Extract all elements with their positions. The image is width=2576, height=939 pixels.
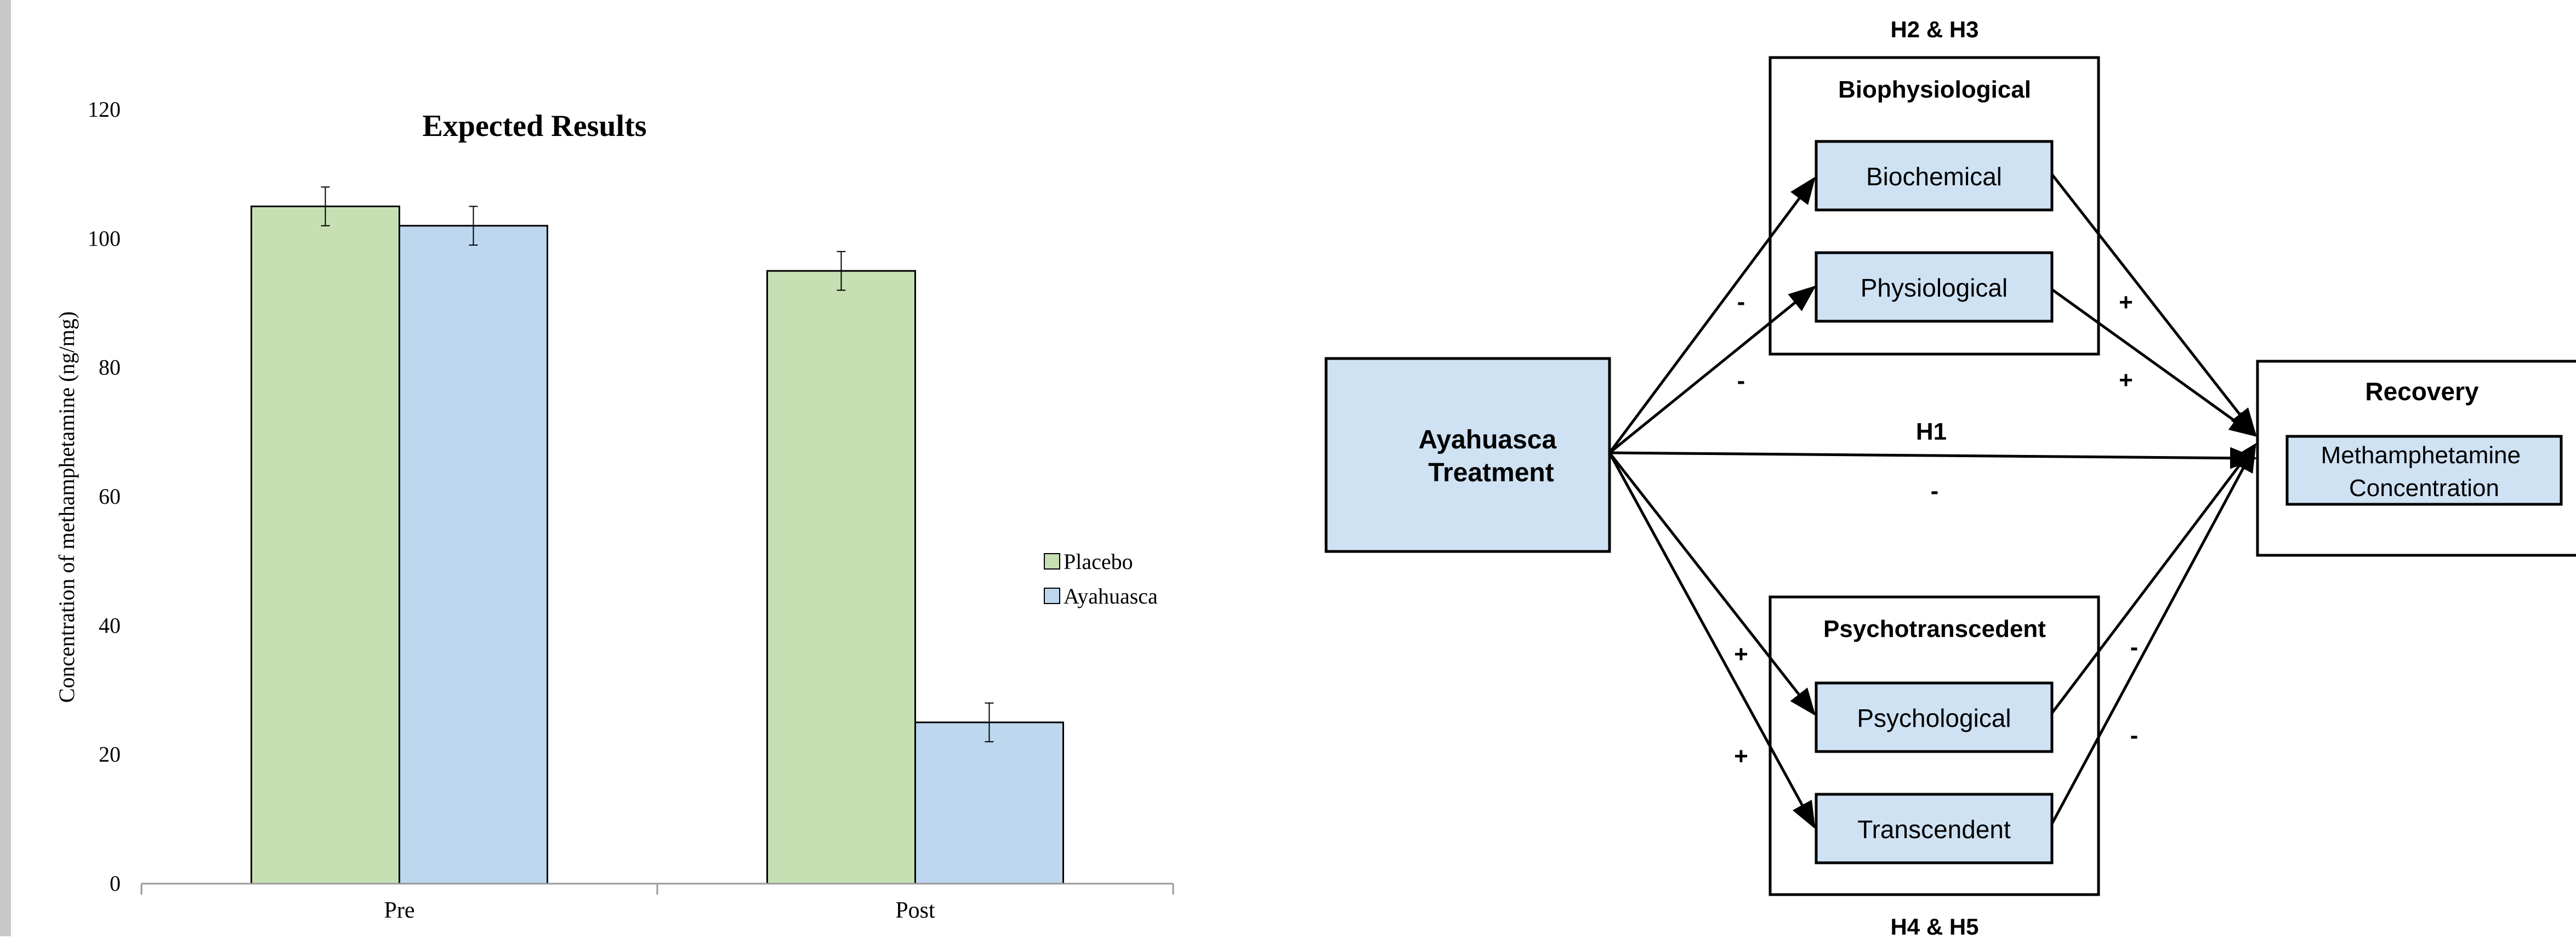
treatment-box-frame <box>1324 357 1611 553</box>
legend-label-placebo: Placebo <box>1064 549 1133 574</box>
x-axis-ticks: Pre Post <box>140 884 1174 923</box>
transcendent-box-frame <box>1815 793 2054 864</box>
methamphetamine-label-line-2: Concentration <box>2349 475 2499 502</box>
treatment-label: Ayahuasca Treatment <box>1418 425 1563 487</box>
arrow-treatment-to-biochemical <box>1608 176 1816 454</box>
legend-label-ayahuasca: Ayahuasca <box>1064 584 1158 608</box>
arrow-biochemical-to-recovery <box>2051 173 2257 436</box>
y-tick-label: 40 <box>99 613 121 638</box>
methamphetamine-box-frame <box>2285 435 2563 506</box>
error-bar-ayahuasca-pre <box>469 206 478 246</box>
arrow-physiological-to-recovery <box>2051 288 2257 437</box>
sign-transcendent-out: - <box>2130 722 2139 749</box>
arrow-transcendent-to-recovery <box>2050 444 2256 825</box>
arrow-treatment-to-physiological <box>1608 285 1816 454</box>
arrow-psychological-to-recovery <box>2051 443 2257 714</box>
bars <box>251 186 1064 885</box>
treatment-label-line-2: Treatment <box>1428 458 1554 487</box>
sign-physiological-out: + <box>2119 367 2133 394</box>
y-axis-ticks: 0 20 40 60 80 100 120 <box>88 97 121 896</box>
recovery-title: Recovery <box>2365 377 2479 406</box>
y-axis-label: Concentration of methamphetamine (ng/mg) <box>54 311 79 703</box>
recovery-box: Recovery Methamphetamine Concentration <box>2256 360 2576 557</box>
y-tick-label: 60 <box>99 484 121 509</box>
sign-to-transcendent: + <box>1734 743 1748 770</box>
sign-biochemical-out: + <box>2119 289 2133 316</box>
bar-ayahuasca-pre <box>399 225 548 885</box>
y-tick-label: 0 <box>110 871 121 896</box>
psychotranscedent-title: Psychotranscedent <box>1823 616 2046 642</box>
biochemical-label: Biochemical <box>1866 162 2002 191</box>
legend-swatch-placebo <box>1044 553 1060 570</box>
psychological-box-frame <box>1815 681 2054 753</box>
treatment-label-line-1: Ayahuasca <box>1418 425 1556 454</box>
biochemical-box: Biochemical <box>1815 140 2054 212</box>
bar-placebo-post <box>766 270 916 885</box>
x-tick-label: Pre <box>384 898 415 923</box>
sign-to-psychological: + <box>1734 641 1748 668</box>
bottom-hypotheses-label: H4 & H5 <box>1890 914 1978 936</box>
chart-title: Expected Results <box>422 109 646 143</box>
h1-label: H1 <box>1916 418 1947 445</box>
h1-sign: - <box>1931 477 1939 504</box>
y-tick-label: 100 <box>88 226 121 251</box>
methamphetamine-label: Methamphetamine Concentration <box>2321 442 2528 502</box>
y-tick-label: 20 <box>99 742 121 767</box>
chart-legend: Placebo Ayahuasca <box>1044 549 1158 608</box>
sign-to-physiological: - <box>1737 367 1745 394</box>
y-tick-label: 120 <box>88 97 121 122</box>
methamphetamine-label-line-1: Methamphetamine <box>2321 442 2521 469</box>
psychological-box: Psychological <box>1815 681 2054 753</box>
physiological-label: Physiological <box>1861 274 2008 302</box>
biochemical-box-frame <box>1815 140 2054 212</box>
physiological-box: Physiological <box>1815 251 2054 323</box>
arrow-treatment-to-recovery <box>1609 447 2257 469</box>
path-diagram: H2 & H3 Biophysiological Psychotranscede… <box>1324 16 2576 939</box>
bar-ayahuasca-post <box>914 721 1064 885</box>
transcendent-label: Transcendent <box>1857 815 2011 844</box>
y-tick-label: 80 <box>99 355 121 380</box>
transcendent-box: Transcendent <box>1815 793 2054 864</box>
biophysiological-title: Biophysiological <box>1838 76 2031 103</box>
left-border <box>0 0 11 936</box>
x-tick-label: Post <box>895 898 935 923</box>
top-hypotheses-label: H2 & H3 <box>1890 16 1978 42</box>
sign-psychological-out: - <box>2130 634 2139 661</box>
physiological-box-frame <box>1815 251 2054 323</box>
arrow-treatment-to-transcendent <box>1608 452 1816 829</box>
sign-to-biochemical: - <box>1737 288 1745 315</box>
error-bar-placebo-pre <box>321 186 330 226</box>
bar-placebo-pre <box>251 206 400 885</box>
psychological-label: Psychological <box>1857 704 2011 732</box>
treatment-box: Ayahuasca Treatment <box>1324 357 1611 553</box>
bar-chart: Expected Results Concentration of metham… <box>54 97 1174 923</box>
error-bar-placebo-post <box>837 251 846 291</box>
error-bar-ayahuasca-post <box>985 702 994 743</box>
legend-swatch-ayahuasca <box>1044 588 1060 604</box>
arrow-treatment-to-psychological <box>1608 452 1816 716</box>
